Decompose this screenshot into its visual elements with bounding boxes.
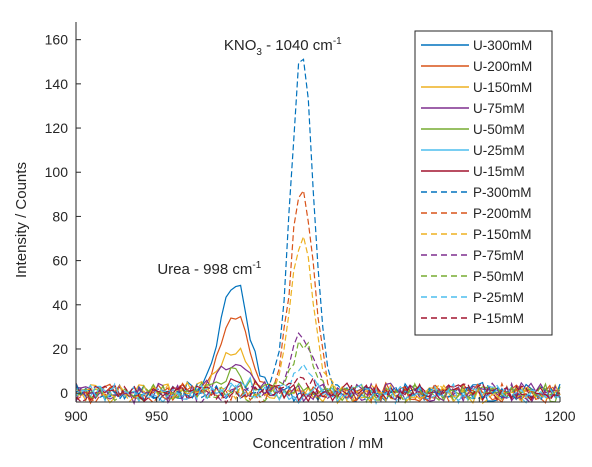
y-tick-label: 0 bbox=[60, 385, 68, 401]
legend-label-p-15mm: P-15mM bbox=[473, 311, 524, 326]
y-tick-label: 160 bbox=[45, 32, 69, 48]
y-tick-label: 140 bbox=[45, 76, 69, 92]
y-tick-label: 120 bbox=[45, 120, 69, 136]
x-tick-label: 1050 bbox=[302, 408, 333, 424]
x-axis-title: Concentration / mM bbox=[253, 435, 384, 452]
x-tick-label: 900 bbox=[64, 408, 88, 424]
series-layer bbox=[75, 58, 561, 406]
x-tick-label: 1000 bbox=[222, 408, 253, 424]
y-tick-label: 20 bbox=[52, 341, 68, 357]
legend-label-p-50mm: P-50mM bbox=[473, 269, 524, 284]
legend-label-u-200mm: U-200mM bbox=[473, 59, 532, 74]
legend-label-u-50mm: U-50mM bbox=[473, 122, 525, 137]
legend-label-u-150mm: U-150mM bbox=[473, 80, 532, 95]
legend-label-u-15mm: U-15mM bbox=[473, 164, 525, 179]
annotation-kno3: KNO3 - 1040 cm-1 bbox=[224, 36, 342, 58]
y-tick-label: 100 bbox=[45, 164, 69, 180]
legend-box bbox=[414, 30, 553, 336]
y-tick-label: 60 bbox=[52, 253, 68, 269]
x-tick-label: 1200 bbox=[544, 408, 575, 424]
legend-label-p-75mm: P-75mM bbox=[473, 248, 524, 263]
x-tick-label: 950 bbox=[145, 408, 169, 424]
legend-label-u-75mm: U-75mM bbox=[473, 101, 525, 116]
legend-label-u-300mm: U-300mM bbox=[473, 38, 532, 53]
annotations: Urea - 998 cm-1 KNO3 - 1040 cm-1 bbox=[157, 36, 342, 278]
legend-label-p-300mm: P-300mM bbox=[473, 185, 532, 200]
y-axis-title: Intensity / Counts bbox=[13, 162, 30, 278]
series-p-15mm bbox=[75, 376, 561, 405]
y-tick-label: 80 bbox=[52, 208, 68, 224]
y-tick-label: 40 bbox=[52, 297, 68, 313]
x-tick-label: 1100 bbox=[384, 408, 414, 424]
legend-label-u-25mm: U-25mM bbox=[473, 143, 525, 158]
x-tick-label: 1150 bbox=[464, 408, 494, 424]
legend: U-300mM U-200mM U-150mM U-75mM U-50mM U-25mM U… bbox=[414, 30, 553, 336]
annotation-urea: Urea - 998 cm-1 bbox=[157, 260, 261, 278]
legend-label-p-200mm: P-200mM bbox=[473, 206, 532, 221]
axes-layer: 900 950 1000 1050 1100 1150 1200 0 20 40 60 80 100 12… bbox=[13, 22, 576, 452]
legend-label-p-25mm: P-25mM bbox=[473, 290, 524, 305]
legend-label-p-150mm: P-150mM bbox=[473, 227, 532, 242]
